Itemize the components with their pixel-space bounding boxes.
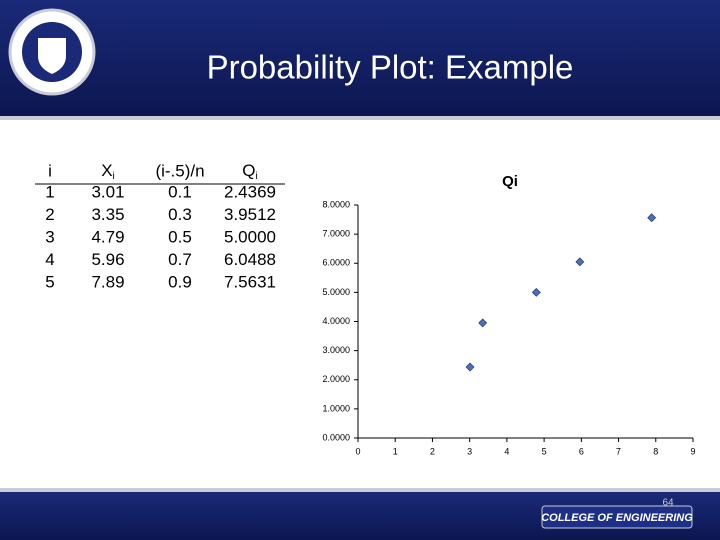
logo xyxy=(8,8,96,96)
column-header-sub: i xyxy=(113,171,115,182)
x-tick-label: 1 xyxy=(393,446,398,456)
column-header-sub: i xyxy=(256,171,258,182)
x-tick-label: 3 xyxy=(467,446,472,456)
table-cell: 0.7 xyxy=(168,250,192,269)
chart: 0.0000 1.0000 2.0000 3.0000 4.0000 5.0000 6.00… xyxy=(322,199,695,456)
table-cell: 3.9512 xyxy=(224,205,276,224)
table-cell: 0.1 xyxy=(168,182,192,201)
footer-logo xyxy=(541,505,693,529)
x-tick-label: 2 xyxy=(430,446,435,456)
header-band xyxy=(0,0,720,116)
y-tick-label: 0.0000 xyxy=(322,432,350,442)
point xyxy=(465,362,475,372)
slide-title: Probability Plot: Example xyxy=(207,49,574,86)
table-cell: 0.3 xyxy=(168,205,192,224)
x-tick-label: 8 xyxy=(653,446,658,456)
table-cell: 5.0000 xyxy=(224,227,276,246)
table-cell: 2.4369 xyxy=(224,182,276,201)
column-header: (i-.5)/n xyxy=(155,161,204,180)
chart-title: Qi xyxy=(502,173,518,190)
table-cell: 5.96 xyxy=(91,250,124,269)
page-number: 64 xyxy=(662,498,674,509)
point xyxy=(647,213,657,223)
y-tick-label: 8.0000 xyxy=(322,199,350,209)
table-cell: 3 xyxy=(45,227,54,246)
footer-logo-text: COLLEGE OF ENGINEERING xyxy=(541,512,693,524)
point xyxy=(575,257,585,267)
header-rule xyxy=(0,116,720,120)
x-tick-label: 7 xyxy=(616,446,621,456)
table-cell: 3.35 xyxy=(91,205,124,224)
x-tick-label: 4 xyxy=(504,446,509,456)
table-cell: 7.89 xyxy=(91,272,124,291)
table-cell: 0.5 xyxy=(168,227,192,246)
footer-rule xyxy=(0,488,720,492)
table-cell: 6.0488 xyxy=(224,250,276,269)
table-cell: 2 xyxy=(45,205,54,224)
y-tick-label: 1.0000 xyxy=(322,403,350,413)
table-cell: 0.9 xyxy=(168,272,192,291)
y-tick-label: 3.0000 xyxy=(322,345,350,355)
column-header-main: Q xyxy=(242,161,255,180)
table-cell: 5 xyxy=(45,272,54,291)
column-header: Qi xyxy=(242,161,257,181)
y-tick-label: 6.0000 xyxy=(322,258,350,268)
table-cell: 4 xyxy=(45,250,54,269)
y-tick-label: 7.0000 xyxy=(322,229,350,239)
x-tick-label: 9 xyxy=(690,446,695,456)
column-header: i xyxy=(48,161,52,180)
column-header-main: X xyxy=(101,161,112,180)
point xyxy=(478,318,488,328)
y-tick-label: 5.0000 xyxy=(322,287,350,297)
x-tick-label: 5 xyxy=(542,446,547,456)
x-tick-label: 6 xyxy=(579,446,584,456)
column-header: Xi xyxy=(101,161,115,181)
table-cell: 1 xyxy=(45,182,54,201)
y-tick-label: 4.0000 xyxy=(322,316,350,326)
point xyxy=(531,287,541,297)
x-tick-label: 0 xyxy=(355,446,360,456)
table-cell: 7.5631 xyxy=(224,272,276,291)
table-cell: 4.79 xyxy=(91,227,124,246)
y-tick-label: 2.0000 xyxy=(322,374,350,384)
table-cell: 3.01 xyxy=(91,182,124,201)
